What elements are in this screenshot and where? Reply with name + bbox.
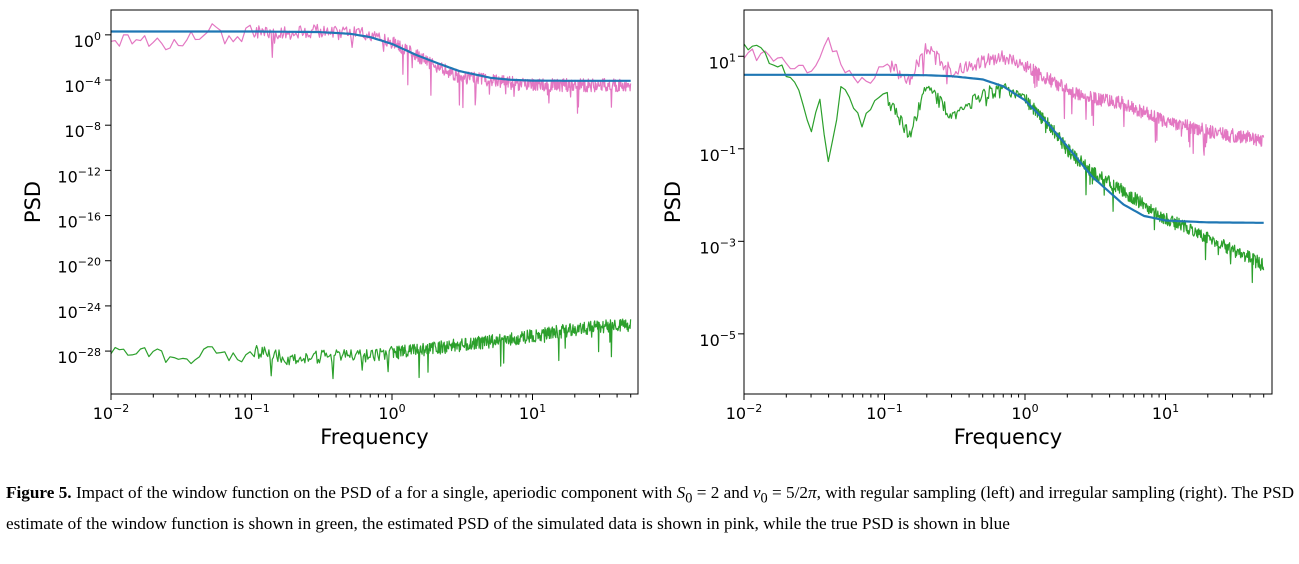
y-tick-label: 10−8: [64, 120, 101, 141]
caption-s0-subscript: 0: [685, 490, 693, 507]
y-tick-label: 10−1: [699, 144, 736, 165]
caption-nu0-value: = 5/2: [767, 483, 808, 502]
series-line-estimated-psd: [744, 37, 1265, 156]
series-group: [111, 23, 632, 380]
x-tick-label: 101: [519, 402, 546, 423]
y-tick-label: 100: [74, 30, 101, 51]
y-tick-label: 10−5: [699, 329, 736, 350]
x-axis-label: Frequency: [954, 425, 1063, 449]
caption-pi-symbol: π: [807, 483, 817, 502]
caption-s0-symbol: S: [676, 483, 686, 502]
x-tick-label: 10−1: [866, 402, 903, 423]
series-group: [744, 37, 1265, 284]
series-line-window-function: [744, 43, 1265, 284]
left-panel: 10−2 10−1 100 101 100 10−4 10−8 10−12 10−16 10−20…: [21, 9, 639, 449]
plot-frame: [110, 9, 639, 395]
caption-nu0-symbol: ν: [752, 483, 761, 502]
y-tick-label: 10−3: [699, 236, 736, 257]
series-line-true-psd: [744, 73, 1264, 224]
x-tick-label: 10−2: [93, 402, 130, 423]
x-tick-label: 101: [1152, 402, 1179, 423]
right-panel: 10−2 10−1 100 101 101 10−1 10−3 10−5 Frequency PS…: [661, 9, 1273, 449]
y-tick-label: 10−20: [57, 256, 101, 277]
y-axis-label: PSD: [21, 181, 45, 223]
x-axis-label: Frequency: [320, 425, 429, 449]
y-tick-label: 10−28: [57, 346, 101, 367]
caption-nu0-subscript: 0: [760, 490, 768, 507]
caption-label: Figure 5.: [6, 483, 72, 502]
x-tick-label: 10−1: [233, 402, 270, 423]
caption-text-part1: Impact of the window function on the PSD…: [71, 483, 677, 502]
x-tick-label: 100: [378, 402, 405, 423]
caption-s0-value: = 2 and: [692, 483, 753, 502]
series-line-window-function: [111, 318, 632, 380]
y-tick-label: 101: [709, 51, 736, 72]
series-line-estimated-psd: [111, 23, 632, 114]
figure-caption: Figure 5. Impact of the window function …: [6, 480, 1294, 536]
x-tick-label: 10−2: [726, 402, 763, 423]
plot-frame: [743, 9, 1273, 395]
y-tick-label: 10−4: [64, 75, 101, 96]
y-tick-label: 10−12: [57, 165, 101, 186]
series-line-true-psd: [111, 30, 631, 82]
y-tick-label: 10−24: [57, 301, 101, 322]
y-tick-label: 10−16: [57, 211, 101, 232]
caption-text-part2: , with regular sampling (left) and irreg…: [6, 483, 1295, 534]
x-tick-label: 100: [1011, 402, 1038, 423]
y-axis-label: PSD: [661, 181, 685, 223]
